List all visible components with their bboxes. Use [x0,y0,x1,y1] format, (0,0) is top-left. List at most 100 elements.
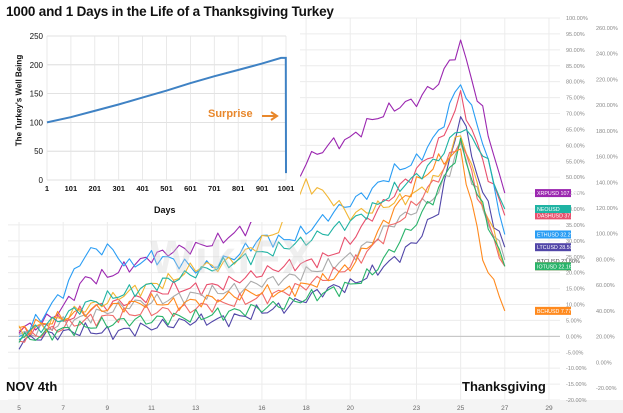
inset-y-tick-label: 200 [30,61,44,70]
legend-label-btcusd: BTCUSD 23.80% [537,259,580,265]
y-tick-label: 85.00% [566,64,585,70]
legend-label-bchusd: BCHUSD 7.77% [537,309,576,315]
x-tick-label: 23 [413,405,421,412]
right-axis-tick-label: 0.00% [596,360,612,366]
y-tick-label: 20.00% [566,271,585,277]
y-tick-label: 70.00% [566,112,585,118]
inset-series-line [46,56,287,174]
legend-label-ethusd: ETHUSD 32.29% [537,232,579,238]
y-tick-label: 100.00% [566,16,588,22]
y-tick-label: 80.00% [566,80,585,86]
x-tick-label: 29 [545,405,553,412]
legend-label-xrpusd: XRPUSD 107.49% [537,191,582,197]
y-tick-label: -10.00% [566,366,587,372]
legend-label-dashusd: DASHUSD 37.49% [537,213,583,219]
main-y-ticks: -20.00% -15.00% -10.00% -5.00% 0.00% 5.00% 10.… [566,16,618,404]
right-axis-tick-label: 60.00% [596,283,615,289]
right-axis-tick-label: 40.00% [596,309,615,315]
right-axis-tick-label: -20.00% [596,386,617,392]
x-tick-label: 16 [258,405,266,412]
legend-label-neousd: NEOUSD [537,207,560,213]
y-tick-label: 60.00% [566,143,585,149]
right-axis-tick-label: 140.00% [596,180,618,186]
inset-x-tick-label: 201 [89,184,102,193]
series-line-iotusd [18,137,506,343]
y-tick-label: 45.00% [566,191,585,197]
y-tick-label: 50.00% [566,175,585,181]
inset-y-tick-label: 150 [30,90,44,99]
inset-x-tick-label: 401 [136,184,149,193]
legend-label-ltcusd: LTCUSD 28.50% [537,245,578,251]
x-tick-label: 11 [148,405,155,412]
right-axis-tick-label: 240.00% [596,52,618,58]
legend-badge-bchusd [535,306,571,315]
right-axis-tick-label: 20.00% [596,335,615,341]
inset-x-tick-label: 101 [65,184,78,193]
series-line-ltcusd [18,116,506,350]
inset-x-tick-label: 501 [160,184,173,193]
inset-x-tick-label: 1001 [278,184,295,193]
right-axis-tick-label: 220.00% [596,77,618,83]
inset-y-tick-label: 250 [30,32,44,41]
series-line-etcusd [18,135,506,339]
x-tick-label: 5 [17,405,21,412]
inset-background [0,0,300,222]
inset-x-tick-label: 901 [256,184,269,193]
inset-x-axis-label: Days [154,205,176,215]
inset-y-axis-label: The Turkey's Well Being [14,54,24,147]
y-tick-label: 25.00% [566,255,585,261]
inset-x-tick-label: 701 [208,184,221,193]
y-tick-label: -5.00% [566,350,584,356]
series-line-neousd [18,128,506,341]
right-axis-tick-label: 100.00% [596,232,618,238]
y-tick-label: 95.00% [566,32,585,38]
y-tick-label: 65.00% [566,127,585,133]
y-tick-label: 75.00% [566,96,585,102]
y-tick-label: 0.00% [566,334,582,340]
right-axis-tick-label: 160.00% [596,155,618,161]
y-tick-label: 5.00% [566,318,582,324]
main-x-ticks: 5 7 9 11 13 16 18 20 23 25 27 29 [0,400,623,413]
series-line-bchusd [18,148,506,335]
inset-x-tick-label: 1 [45,184,49,193]
series-line-btcusd [18,142,506,338]
start-date-label: NOV 4th [6,379,58,394]
y-tick-label: 35.00% [566,223,585,229]
x-tick-label: 9 [106,405,110,412]
main-series-lines [18,39,506,350]
inset-gridlines [46,35,287,181]
watermark: WikiFX [150,231,315,283]
y-tick-label: -15.00% [566,382,587,388]
inset-y-tick-label: 0 [39,176,44,185]
legend-badge-ethusd [535,230,571,239]
legend-badge-ltcusd [535,243,571,252]
inset-x-tick-label: 601 [184,184,197,193]
legend-badge-neousd [535,205,571,213]
inset-x-tick-label: 801 [232,184,245,193]
legend-label-iotusd: IOTUSD 22.16% [537,264,577,270]
right-axis-tick-label: 260.00% [596,26,618,32]
x-tick-label: 18 [302,405,310,412]
y-tick-label: 30.00% [566,239,585,245]
y-tick-label: 10.00% [566,303,585,309]
legend-badge-iotusd [535,262,571,271]
y-tick-label: 90.00% [566,48,585,54]
x-tick-label: 25 [457,405,465,412]
right-axis-tick-label: 200.00% [596,103,618,109]
inset-y-tick-label: 50 [34,147,43,156]
right-axis-tick-label: 120.00% [596,206,618,212]
y-tick-label: 40.00% [566,207,585,213]
surprise-annotation: Surprise [208,108,253,120]
inset-y-tick-label: 100 [30,118,44,127]
right-axis-tick-label: 80.00% [596,257,615,263]
x-axis-strip [0,400,623,413]
legend-badge-xrpusd [535,189,571,198]
y-tick-label: 15.00% [566,287,585,293]
main-legend: XRPUSD 107.49% DASHUSD 37.49% ETHUSD 32.29… [535,189,583,315]
y-tick-label: 55.00% [566,159,585,165]
x-tick-label: 13 [192,405,200,412]
x-tick-label: 20 [347,405,355,412]
right-axis-tick-label: 180.00% [596,129,618,135]
